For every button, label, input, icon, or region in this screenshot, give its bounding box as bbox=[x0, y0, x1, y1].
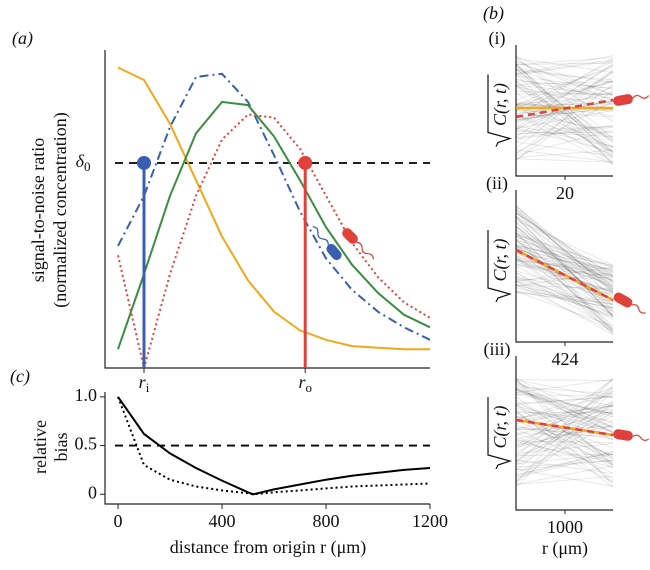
axis bbox=[105, 392, 430, 504]
bacterium-tail bbox=[633, 94, 649, 101]
bacterium-tail bbox=[631, 303, 647, 314]
series-line bbox=[118, 115, 430, 369]
x-tick-label: 800 bbox=[313, 511, 340, 531]
bacterium-body bbox=[612, 291, 634, 310]
marker-label-subscript: o bbox=[305, 380, 312, 395]
marker-label: ri bbox=[139, 372, 150, 395]
marker-dot bbox=[137, 156, 151, 170]
threshold-label: δ0 bbox=[76, 151, 91, 174]
trace bbox=[516, 380, 613, 381]
y-axis-label: (normalized concentration) bbox=[50, 112, 71, 307]
panel-label: (c) bbox=[10, 366, 30, 387]
trace-bundle bbox=[516, 56, 613, 165]
x-tick-label: 1000 bbox=[547, 517, 583, 537]
y-axis-label: C(r, t) bbox=[488, 75, 511, 147]
y-axis-label-text: C(r, t) bbox=[490, 405, 511, 448]
x-tick-label: 424 bbox=[552, 349, 579, 369]
bacterium-body bbox=[612, 93, 633, 106]
side-panel-label: (iii) bbox=[484, 339, 511, 360]
side-panel-label: (i) bbox=[489, 28, 506, 49]
y-axis-label: relative bbox=[30, 420, 50, 474]
y-tick-label: 0.5 bbox=[75, 434, 98, 454]
bacterium-icon bbox=[612, 429, 649, 444]
x-tick-label: 20 bbox=[556, 183, 574, 203]
threshold-label-subscript: 0 bbox=[84, 159, 91, 174]
bacterium-body bbox=[612, 429, 633, 442]
y-axis-label: C(r, t) bbox=[488, 230, 511, 302]
panel-label: (a) bbox=[12, 28, 33, 49]
y-axis-label: signal-to-noise ratio bbox=[28, 138, 48, 282]
y-tick-label: 1.0 bbox=[75, 385, 98, 405]
y-axis-label-text: C(r, t) bbox=[490, 83, 511, 126]
marker-label-subscript: i bbox=[146, 380, 150, 395]
side-panel-label: (ii) bbox=[486, 173, 508, 194]
y-tick-label: 0 bbox=[88, 482, 97, 502]
bacterium-icon bbox=[612, 91, 649, 107]
bacterium-icon bbox=[612, 291, 648, 317]
trace bbox=[516, 434, 613, 462]
panel-label: (b) bbox=[483, 3, 504, 24]
y-axis-label: bias bbox=[51, 433, 71, 462]
bacterium-tail bbox=[633, 435, 649, 441]
marker-label: ro bbox=[298, 372, 312, 395]
y-axis-label: C(r, t) bbox=[488, 397, 511, 469]
x-tick-label: 0 bbox=[114, 511, 123, 531]
x-tick-label: 400 bbox=[209, 511, 236, 531]
marker-dot bbox=[298, 156, 312, 170]
trace-bundle bbox=[516, 205, 613, 335]
y-axis-label-text: C(r, t) bbox=[490, 238, 511, 281]
x-axis-label: r (μm) bbox=[542, 538, 588, 559]
x-tick-label: 1200 bbox=[412, 511, 448, 531]
x-axis-label: distance from origin r (μm) bbox=[170, 537, 367, 558]
